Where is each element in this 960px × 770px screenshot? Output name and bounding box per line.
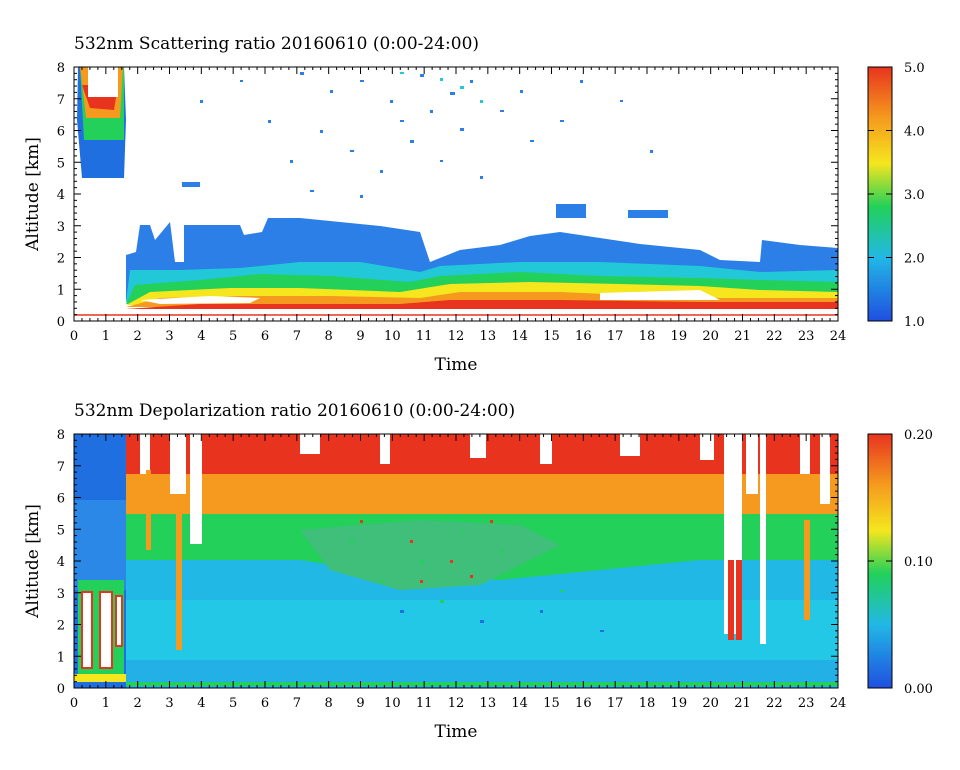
x-tick-label: 9 [356,696,364,711]
x-tick-label: 6 [261,696,269,711]
x-tick-label: 0 [70,329,78,344]
x-tick-label: 17 [607,696,624,711]
y-tick-label: 5 [57,156,65,171]
x-tick-label: 19 [671,329,688,344]
x-tick-label: 7 [293,696,301,711]
x-tick-label: 4 [197,329,205,344]
x-tick-label: 22 [766,329,783,344]
y-axis-ticks: 0 1 2 3 4 5 6 7 8 [57,428,838,697]
y-tick-label: 4 [57,555,65,570]
x-tick-label: 4 [197,696,205,711]
colorbar-tick-label: 4.0 [904,125,925,140]
x-axis-label: Time [435,355,478,375]
x-tick-label: 14 [511,329,528,344]
x-tick-label: 15 [543,696,560,711]
x-tick-label: 16 [575,329,592,344]
x-tick-label: 16 [575,696,592,711]
y-tick-label: 8 [57,61,65,76]
x-tick-label: 6 [261,329,269,344]
y-axis-label: Altitude [km] [23,504,43,619]
x-tick-label: 23 [798,696,815,711]
chart-title: 532nm Depolarization ratio 20160610 (0:0… [74,401,515,421]
x-tick-label: 3 [165,696,173,711]
x-tick-label: 12 [448,329,465,344]
y-axis-ticks: 0 1 2 3 4 5 6 7 8 [57,61,838,330]
colorbar-tick-label: 1.0 [904,315,925,330]
y-tick-label: 2 [57,252,65,267]
x-tick-label: 24 [830,329,847,344]
x-tick-label: 17 [607,329,624,344]
x-tick-label: 3 [165,329,173,344]
x-tick-label: 18 [639,329,656,344]
x-tick-label: 1 [102,329,110,344]
x-tick-label: 20 [702,329,719,344]
y-tick-label: 3 [57,220,65,235]
colorbar-tick-label: 3.0 [904,188,925,203]
x-tick-label: 22 [766,696,783,711]
x-tick-label: 12 [448,696,465,711]
y-tick-label: 1 [57,283,65,298]
colorbar-tick-label: 0.00 [904,682,933,697]
x-tick-label: 21 [734,329,751,344]
x-tick-label: 10 [384,696,401,711]
x-tick-label: 19 [671,696,688,711]
y-tick-label: 1 [57,650,65,665]
colorbar-tick-label: 0.10 [904,555,933,570]
x-tick-label: 5 [229,329,237,344]
x-tick-label: 11 [416,696,433,711]
x-tick-label: 0 [70,696,78,711]
colorbar-tick-label: 2.0 [904,252,925,267]
y-tick-label: 8 [57,428,65,443]
x-tick-label: 21 [734,696,751,711]
x-tick-label: 18 [639,696,656,711]
x-axis-ticks: 0 1 2 3 4 5 6 7 8 9 10 11 12 13 14 15 16 17 18 19 20 21 22 23 24 [70,67,846,344]
x-tick-label: 23 [798,329,815,344]
x-tick-label: 9 [356,329,364,344]
x-axis-ticks: 0 1 2 3 4 5 6 7 8 9 10 11 12 13 14 15 16 17 18 19 20 21 22 23 24 [70,434,846,711]
y-tick-label: 6 [57,492,65,507]
heatmap-area [74,67,838,321]
x-axis-label: Time [435,722,478,742]
y-tick-label: 4 [57,188,65,203]
x-tick-label: 5 [229,696,237,711]
y-axis-label: Altitude [km] [23,137,43,252]
x-tick-label: 2 [134,696,142,711]
x-tick-label: 15 [543,329,560,344]
y-tick-label: 7 [57,460,65,475]
colorbar-tick-label: 5.0 [904,61,925,76]
x-tick-label: 7 [293,329,301,344]
y-tick-label: 3 [57,587,65,602]
y-tick-label: 6 [57,125,65,140]
x-tick-label: 24 [830,696,847,711]
x-tick-label: 2 [134,329,142,344]
x-tick-label: 8 [325,696,333,711]
x-tick-label: 8 [325,329,333,344]
scattering-ratio-chart: 532nm Scattering ratio 20160610 (0:00-24… [23,34,925,375]
chart-title: 532nm Scattering ratio 20160610 (0:00-24… [74,34,479,54]
x-tick-label: 10 [384,329,401,344]
colorbar-tick-label: 0.20 [904,428,933,443]
x-tick-label: 11 [416,329,433,344]
y-tick-label: 2 [57,619,65,634]
heatmap-specks [350,530,564,603]
x-tick-label: 13 [480,329,497,344]
colorbar: 0.00 0.10 0.20 [867,428,933,697]
colorbar: 1.0 2.0 3.0 4.0 5.0 [867,61,925,330]
x-tick-label: 1 [102,696,110,711]
heatmap-specks [182,72,668,218]
heatmap-area [74,434,838,688]
y-tick-label: 5 [57,523,65,538]
depolarization-ratio-chart: 532nm Depolarization ratio 20160610 (0:0… [23,401,933,742]
x-tick-label: 13 [480,696,497,711]
y-tick-label: 0 [57,315,65,330]
y-tick-label: 0 [57,682,65,697]
y-tick-label: 7 [57,93,65,108]
x-tick-label: 20 [702,696,719,711]
x-tick-label: 14 [511,696,528,711]
